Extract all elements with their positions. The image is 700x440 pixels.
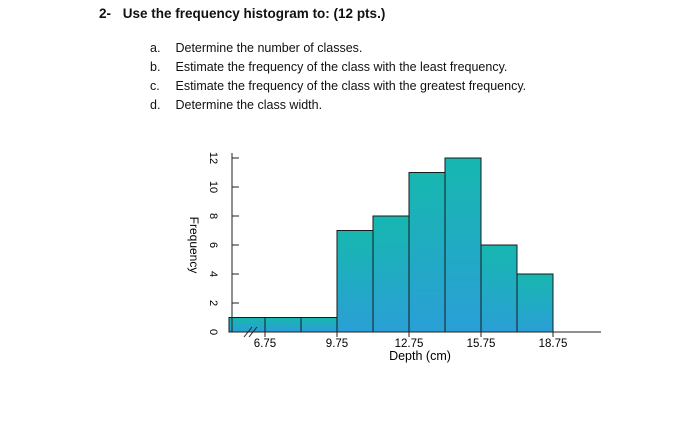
x-tick-label: 15.75	[467, 338, 496, 350]
question-item-c: c. Estimate the frequency of the class w…	[150, 77, 526, 96]
histogram-bar	[516, 273, 554, 333]
question-item-letter: b.	[150, 60, 161, 74]
question-item-letter: d.	[150, 98, 161, 112]
histogram-bar	[336, 230, 374, 333]
y-tick-label: 6	[207, 242, 219, 248]
x-tick-label: 12.75	[395, 338, 424, 350]
x-ticks: 6.75 9.75 12.75 15.75 18.75	[254, 332, 568, 350]
histogram-bar	[300, 317, 338, 333]
question-item-text: Determine the class width.	[175, 98, 323, 112]
question-title-text: Use the frequency histogram to: (12 pts.…	[122, 6, 386, 21]
y-tick-label: 4	[207, 271, 219, 277]
histogram-bar	[264, 317, 302, 333]
question-item-d: d. Determine the class width.	[150, 96, 526, 115]
question-item-text: Determine the number of classes.	[175, 41, 363, 55]
x-tick-label: 9.75	[326, 338, 348, 350]
question-item-a: a. Determine the number of classes.	[150, 39, 526, 58]
x-tick-label: 18.75	[539, 338, 568, 350]
question-item-b: b. Estimate the frequency of the class w…	[150, 58, 526, 77]
y-tick-label: 12	[207, 152, 219, 164]
x-axis-label: Depth (cm)	[389, 349, 451, 363]
y-axis-label: Frequency	[187, 217, 201, 274]
question-item-letter: c.	[150, 79, 160, 93]
histogram-bar	[372, 215, 410, 333]
question-number: 2-	[99, 6, 112, 21]
y-tick-label: 0	[207, 329, 219, 335]
y-tick-label: 10	[207, 181, 219, 193]
chart-axes	[231, 153, 601, 338]
question-title: 2- Use the frequency histogram to: (12 p…	[99, 6, 385, 21]
question-items: a. Determine the number of classes. b. E…	[150, 39, 526, 115]
question-item-text: Estimate the frequency of the class with…	[175, 60, 508, 74]
histogram-bar	[480, 244, 518, 333]
y-tick-label: 2	[207, 300, 219, 306]
histogram-bar	[408, 172, 446, 333]
histogram-bar	[228, 317, 266, 333]
question-item-text: Estimate the frequency of the class with…	[175, 79, 527, 93]
histogram-bar	[444, 157, 482, 333]
y-ticks: 0 2 4 6 8 10 12	[207, 152, 239, 335]
question-item-letter: a.	[150, 41, 161, 55]
axis-break-mark	[243, 326, 258, 338]
x-tick-label: 6.75	[254, 338, 276, 350]
histogram-bars	[228, 157, 554, 333]
y-tick-label: 8	[207, 213, 219, 219]
